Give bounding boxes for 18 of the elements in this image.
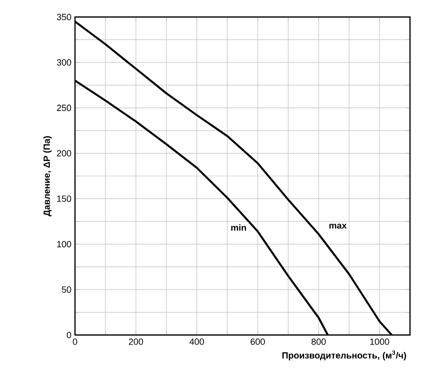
x-tick-label: 600 [250, 338, 265, 345]
x-axis-title: Производительность, (м$^{3}$/ч) [282, 350, 406, 360]
y-axis-title: Давление, ΔP (Па) [43, 136, 52, 216]
series-label: max [329, 224, 347, 229]
y-tick-label: 250 [56, 104, 72, 112]
y-tick-label: 100 [57, 240, 72, 248]
y-tick-label: 150 [57, 196, 72, 202]
y-tick-label: 300 [56, 59, 72, 66]
x-tick-label: 400 [190, 338, 204, 345]
y-tick-label: 0 [66, 332, 72, 338]
x-tick-label: 1000 [370, 338, 390, 345]
x-tick-label: 800 [312, 338, 326, 345]
y-tick-label: 200 [56, 150, 72, 156]
x-tick-label: 200 [128, 338, 144, 345]
y-tick-label: 350 [56, 14, 72, 20]
x-tick-label: 0 [72, 338, 78, 345]
y-tick-label: 50 [62, 286, 72, 293]
series-label: min [231, 224, 246, 231]
